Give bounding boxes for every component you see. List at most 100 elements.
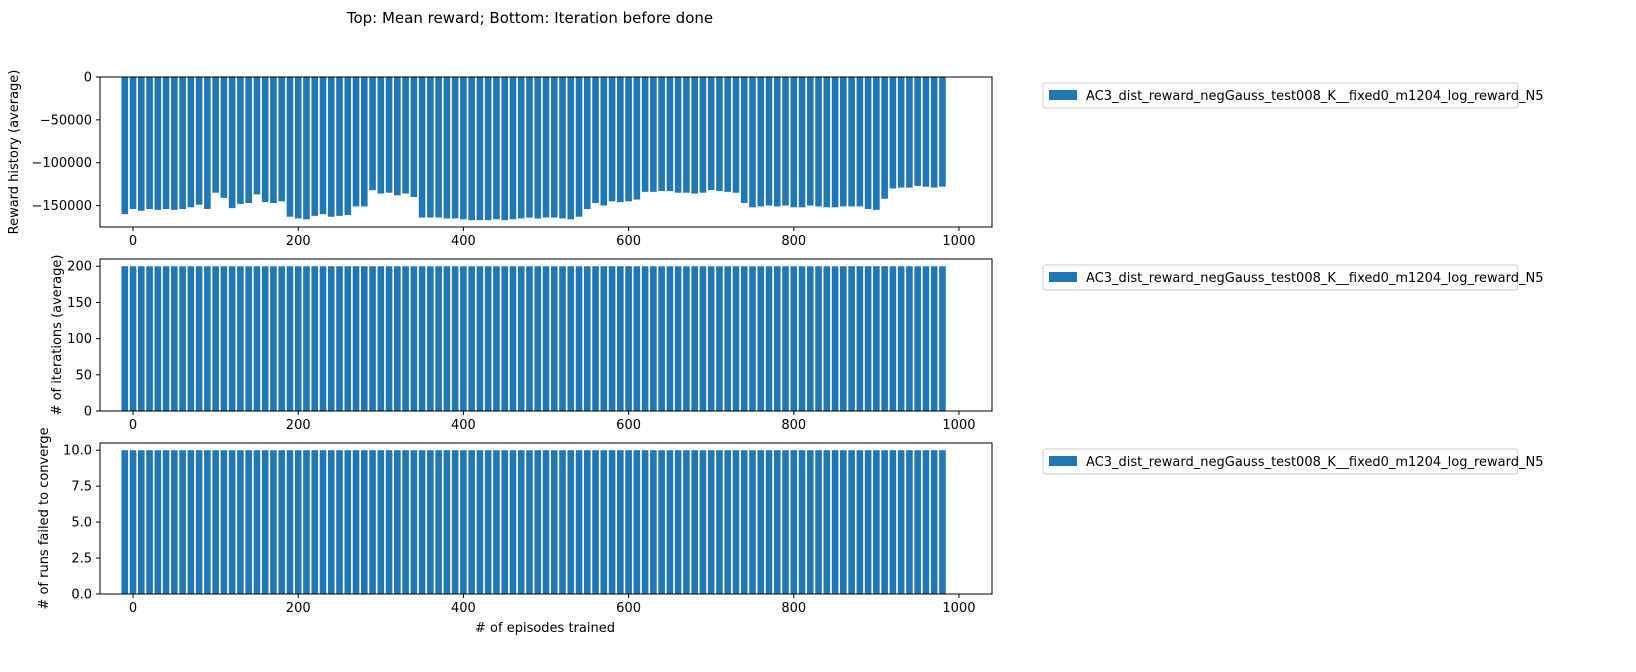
axes-frame	[99, 258, 993, 412]
bar	[691, 266, 698, 411]
axes-frame	[99, 76, 993, 228]
bar	[897, 450, 905, 594]
bar	[691, 450, 698, 594]
bar	[864, 450, 872, 594]
bar	[460, 266, 467, 411]
bar	[633, 450, 641, 594]
bar	[435, 450, 442, 594]
legend-label: AC3_dist_reward_negGauss_test008_K__fixe…	[1086, 89, 1543, 104]
x-tick-label: 600	[616, 234, 641, 249]
bar	[319, 450, 327, 594]
bar	[583, 450, 591, 594]
bar	[517, 266, 525, 411]
bar	[881, 266, 888, 411]
y-tick-label: 0	[84, 405, 92, 420]
bar	[575, 77, 583, 217]
bar	[939, 77, 946, 187]
bar	[369, 77, 376, 191]
bar	[493, 77, 500, 220]
bar	[154, 450, 162, 594]
bar	[716, 266, 723, 411]
bar	[468, 450, 475, 594]
bar	[823, 450, 831, 594]
bar	[856, 266, 864, 411]
axes-frame	[99, 442, 993, 595]
bar	[600, 77, 608, 206]
subplot-3: 0 200 400 600 800 1000 0.0 2.5 5.0 7.5 10.0 # of ru…	[37, 427, 1543, 636]
x-tick-label: 0	[129, 601, 137, 616]
bar	[369, 266, 376, 411]
bar	[435, 77, 442, 218]
bar	[451, 266, 459, 411]
bar	[344, 266, 352, 411]
bar	[716, 450, 723, 594]
bar	[559, 77, 566, 219]
bar	[922, 266, 930, 411]
y-axis-label: Reward history (average)	[7, 70, 22, 235]
bar	[303, 77, 310, 220]
bar	[749, 450, 756, 594]
bar	[633, 266, 641, 411]
bar	[162, 450, 170, 594]
bar	[757, 77, 765, 207]
bar	[864, 77, 872, 209]
bar	[840, 450, 847, 594]
bar	[641, 450, 649, 594]
bar	[509, 77, 517, 220]
bar	[129, 77, 137, 209]
bar	[699, 266, 707, 411]
x-tick-label: 0	[129, 234, 137, 249]
bar	[468, 77, 475, 221]
bar	[171, 450, 178, 594]
bar	[394, 450, 401, 594]
bar	[864, 266, 872, 411]
bar	[220, 450, 228, 594]
bars	[121, 450, 946, 594]
y-tick-label: 0	[84, 71, 92, 86]
bar	[245, 266, 252, 411]
bar	[823, 77, 831, 208]
x-tick-label: 1000	[942, 601, 975, 616]
bar	[319, 77, 327, 215]
bar	[906, 77, 913, 188]
bar	[633, 77, 641, 200]
bar	[360, 77, 368, 207]
bar	[906, 266, 913, 411]
bar	[377, 450, 385, 594]
bar	[270, 266, 277, 411]
bar	[336, 77, 343, 216]
bar	[658, 450, 665, 594]
bar	[930, 450, 938, 594]
bar	[402, 450, 409, 594]
bar	[773, 77, 781, 207]
legend-label: AC3_dist_reward_negGauss_test008_K__fixe…	[1086, 455, 1543, 470]
bar	[220, 77, 228, 198]
bar	[460, 77, 467, 220]
bar	[460, 450, 467, 594]
legend: AC3_dist_reward_negGauss_test008_K__fixe…	[1042, 82, 1543, 109]
bar	[674, 266, 682, 411]
bar	[121, 266, 129, 411]
bar	[600, 450, 608, 594]
bar	[253, 450, 261, 594]
bar	[625, 77, 632, 202]
bar	[228, 450, 236, 594]
bar	[790, 266, 798, 411]
y-tick-label: −150000	[31, 199, 92, 214]
bar	[526, 266, 533, 411]
bar	[501, 450, 509, 594]
bar	[443, 450, 451, 594]
bar	[650, 266, 657, 411]
bar	[418, 266, 426, 411]
bar	[484, 450, 492, 594]
bar	[534, 266, 542, 411]
x-tick-label: 200	[286, 418, 311, 433]
bar	[360, 450, 368, 594]
x-tick-label: 200	[286, 601, 311, 616]
bar	[666, 77, 674, 191]
bar	[608, 77, 616, 202]
bar	[625, 450, 632, 594]
bar	[699, 77, 707, 193]
bar	[526, 450, 533, 594]
